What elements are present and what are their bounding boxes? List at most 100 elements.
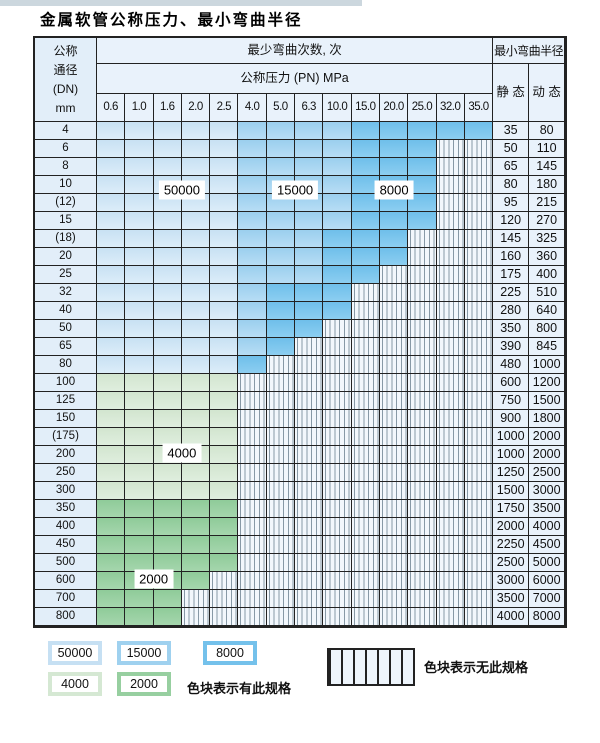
dynamic-cell: 400 [529,266,566,284]
static-cell: 1750 [493,500,530,518]
grid-cell [436,212,465,230]
grid-cell [408,230,437,248]
spec-table-wrap: 公称 通径 (DN) mm 最少弯曲次数, 次 最小弯曲半径 公称压力 (PN)… [33,36,568,628]
grid-cell [408,410,437,428]
grid-cell [351,302,380,320]
grid-cell [125,428,154,446]
grid-cell [408,590,437,608]
grid-cell [125,266,154,284]
grid-cell [266,392,296,410]
grid-cell [181,500,211,518]
grid-cell [125,230,154,248]
dn-cell: 8 [35,158,97,176]
grid-cell [210,518,239,536]
grid-cell [210,176,239,194]
grid-cell [238,338,267,356]
grid-cell [323,554,352,572]
zone-label: 8000 [374,180,414,199]
grid-cell [125,410,154,428]
grid-cell [436,302,465,320]
static-cell: 175 [493,266,530,284]
grid-cell [295,338,324,356]
grid-cell [351,284,380,302]
grid-cell [238,608,267,626]
grid-cell [181,608,211,626]
grid-cell [238,158,267,176]
grid-cell [464,572,494,590]
grid-cell [181,590,211,608]
grid-cell [181,140,211,158]
grid-cell [97,356,126,374]
grid-cell [323,536,352,554]
dn-cell: 40 [35,302,97,320]
grid-cell [436,284,465,302]
grid-cell [238,392,267,410]
dn-cell: 4 [35,122,97,140]
grid-cell [464,194,494,212]
grid-cell [323,176,352,194]
legend-swatch-15000: 15000 [117,641,171,665]
static-cell: 120 [493,212,530,230]
pressure-header-cell: 35.0 [464,94,494,122]
grid-cell [351,536,380,554]
grid-cell [295,356,324,374]
dynamic-cell: 270 [529,212,566,230]
grid-cell [295,212,324,230]
pressure-header-cell: 1.6 [153,94,182,122]
grid-cell [323,302,352,320]
grid-cell [379,374,409,392]
static-cell: 390 [493,338,530,356]
grid-cell [379,590,409,608]
grid-cell [181,518,211,536]
grid-cell [97,428,126,446]
grid-cell [181,320,211,338]
grid-cell [210,356,239,374]
grid-cell [436,140,465,158]
grid-cell [210,482,239,500]
dn-cell: 15 [35,212,97,230]
grid-cell [210,428,239,446]
grid-cell [295,392,324,410]
grid-cell [408,608,437,626]
grid-cell [351,374,380,392]
grid-cell [323,248,352,266]
dn-header-line: (DN) [52,81,79,96]
zone-label: 4000 [162,443,202,463]
dn-cell: 125 [35,392,97,410]
pressure-header-cell: 2.5 [210,94,239,122]
grid-cell [238,482,267,500]
grid-cell [181,230,211,248]
grid-cell [238,518,267,536]
dn-cell: 20 [35,248,97,266]
grid-cell [181,122,211,140]
grid-cell [379,266,409,284]
grid-cell [125,320,154,338]
grid-cell [153,410,182,428]
static-cell: 350 [493,320,530,338]
grid-cell [97,590,126,608]
grid-cell [295,374,324,392]
grid-cell [464,482,494,500]
grid-cell [181,392,211,410]
grid-cell [408,446,437,464]
dynamic-cell: 2000 [529,446,566,464]
static-cell: 900 [493,410,530,428]
static-cell: 160 [493,248,530,266]
grid-cell [464,122,494,140]
dn-cell: 700 [35,590,97,608]
grid-cell [408,428,437,446]
grid-cell [408,284,437,302]
grid-cell [323,590,352,608]
grid-cell [408,374,437,392]
grid-cell [153,284,182,302]
pressure-header-cell: 4.0 [238,94,267,122]
dn-cell: (175) [35,428,97,446]
dn-cell: 10 [35,176,97,194]
grid-cell [97,482,126,500]
pressure-header-cell: 0.6 [97,94,126,122]
grid-cell [266,500,296,518]
grid-cell [351,518,380,536]
grid-cell [266,266,296,284]
grid-cell [464,518,494,536]
grid-cell [379,464,409,482]
